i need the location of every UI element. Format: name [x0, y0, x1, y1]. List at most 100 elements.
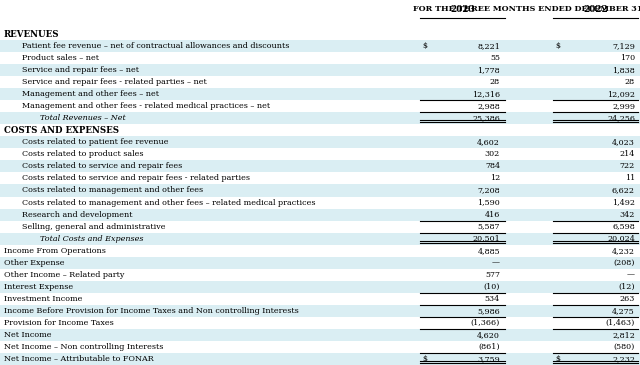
Text: 11: 11: [625, 174, 635, 182]
Text: 4,602: 4,602: [477, 138, 500, 146]
Text: 2023: 2023: [450, 4, 475, 14]
Text: Costs related to service and repair fees - related parties: Costs related to service and repair fees…: [22, 174, 250, 182]
Text: 342: 342: [620, 211, 635, 219]
Text: (208): (208): [614, 259, 635, 267]
Text: 12,092: 12,092: [607, 90, 635, 98]
Text: 534: 534: [484, 295, 500, 303]
Bar: [0, 233, 640, 245]
Text: 2022: 2022: [583, 4, 608, 14]
Text: 8,221: 8,221: [477, 42, 500, 50]
Text: Total Costs and Expenses: Total Costs and Expenses: [40, 235, 143, 243]
Text: Other Income – Related party: Other Income – Related party: [4, 271, 124, 279]
Text: Net Income: Net Income: [4, 331, 51, 339]
Text: 5,587: 5,587: [477, 223, 500, 231]
Bar: [0, 257, 640, 269]
Bar: [0, 28, 640, 40]
Bar: [0, 220, 640, 233]
Text: 5,986: 5,986: [477, 307, 500, 315]
Text: 2,232: 2,232: [612, 355, 635, 363]
Text: 1,492: 1,492: [612, 199, 635, 207]
Text: $: $: [422, 355, 427, 363]
Bar: [0, 64, 640, 76]
Text: 20,501: 20,501: [472, 235, 500, 243]
Text: Patient fee revenue – net of contractual allowances and discounts: Patient fee revenue – net of contractual…: [22, 42, 289, 50]
Text: Net Income – Attributable to FONAR: Net Income – Attributable to FONAR: [4, 355, 154, 363]
Text: Costs related to patient fee revenue: Costs related to patient fee revenue: [22, 138, 168, 146]
Text: Income Before Provision for Income Taxes and Non controlling Interests: Income Before Provision for Income Taxes…: [4, 307, 299, 315]
Bar: [0, 281, 640, 293]
Text: Interest Expense: Interest Expense: [4, 283, 73, 291]
Text: Management and other fees - related medical practices – net: Management and other fees - related medi…: [22, 102, 270, 110]
Text: 2,999: 2,999: [612, 102, 635, 110]
Text: (1,366): (1,366): [470, 319, 500, 327]
Text: (861): (861): [478, 343, 500, 351]
Bar: [0, 293, 640, 305]
Bar: [0, 40, 640, 52]
Bar: [0, 76, 640, 88]
Text: 784: 784: [485, 162, 500, 170]
Text: 302: 302: [484, 150, 500, 158]
Text: FOR THE THREE MONTHS ENDED DECEMBER 31,: FOR THE THREE MONTHS ENDED DECEMBER 31,: [413, 5, 640, 13]
Text: $: $: [422, 42, 427, 50]
Text: (1,463): (1,463): [605, 319, 635, 327]
Text: 263: 263: [620, 295, 635, 303]
Text: $: $: [555, 42, 560, 50]
Text: 12: 12: [490, 174, 500, 182]
Bar: [0, 329, 640, 341]
Text: Costs related to management and other fees – related medical practices: Costs related to management and other fe…: [22, 199, 316, 207]
Text: 20,024: 20,024: [607, 235, 635, 243]
Text: 1,590: 1,590: [477, 199, 500, 207]
Text: 2,812: 2,812: [612, 331, 635, 339]
Text: 4,885: 4,885: [477, 247, 500, 255]
Text: Costs related to product sales: Costs related to product sales: [22, 150, 143, 158]
Bar: [0, 269, 640, 281]
Text: Service and repair fees - related parties – net: Service and repair fees - related partie…: [22, 78, 207, 86]
Bar: [0, 341, 640, 353]
Bar: [0, 148, 640, 160]
Text: Income From Operations: Income From Operations: [4, 247, 106, 255]
Bar: [0, 124, 640, 136]
Bar: [0, 317, 640, 329]
Text: Net Income – Non controlling Interests: Net Income – Non controlling Interests: [4, 343, 163, 351]
Text: —: —: [627, 271, 635, 279]
Text: (10): (10): [483, 283, 500, 291]
Text: 416: 416: [484, 211, 500, 219]
Bar: [0, 160, 640, 172]
Text: $: $: [555, 355, 560, 363]
Text: COSTS AND EXPENSES: COSTS AND EXPENSES: [4, 126, 119, 135]
Text: Provision for Income Taxes: Provision for Income Taxes: [4, 319, 114, 327]
Text: (12): (12): [618, 283, 635, 291]
Bar: [0, 136, 640, 148]
Text: Product sales – net: Product sales – net: [22, 54, 99, 62]
Text: 1,778: 1,778: [477, 66, 500, 74]
Text: 24,256: 24,256: [607, 114, 635, 122]
Text: 4,275: 4,275: [612, 307, 635, 315]
Text: Other Expense: Other Expense: [4, 259, 65, 267]
Bar: [0, 208, 640, 220]
Bar: [0, 353, 640, 365]
Bar: [0, 88, 640, 100]
Text: Selling, general and administrative: Selling, general and administrative: [22, 223, 166, 231]
Text: 3,759: 3,759: [477, 355, 500, 363]
Text: Costs related to service and repair fees: Costs related to service and repair fees: [22, 162, 182, 170]
Text: Service and repair fees – net: Service and repair fees – net: [22, 66, 139, 74]
Bar: [0, 52, 640, 64]
Text: Costs related to management and other fees: Costs related to management and other fe…: [22, 187, 203, 195]
Text: Investment Income: Investment Income: [4, 295, 83, 303]
Bar: [0, 172, 640, 184]
Text: 577: 577: [485, 271, 500, 279]
Text: (580): (580): [614, 343, 635, 351]
Text: 12,316: 12,316: [472, 90, 500, 98]
Text: 28: 28: [625, 78, 635, 86]
Text: 4,232: 4,232: [612, 247, 635, 255]
Text: 1,838: 1,838: [612, 66, 635, 74]
Text: 170: 170: [620, 54, 635, 62]
Text: 4,023: 4,023: [612, 138, 635, 146]
Text: Management and other fees – net: Management and other fees – net: [22, 90, 159, 98]
Text: 2,988: 2,988: [477, 102, 500, 110]
Bar: [0, 305, 640, 317]
Text: 25,386: 25,386: [472, 114, 500, 122]
Text: 6,598: 6,598: [612, 223, 635, 231]
Bar: [0, 196, 640, 208]
Text: REVENUES: REVENUES: [4, 30, 60, 39]
